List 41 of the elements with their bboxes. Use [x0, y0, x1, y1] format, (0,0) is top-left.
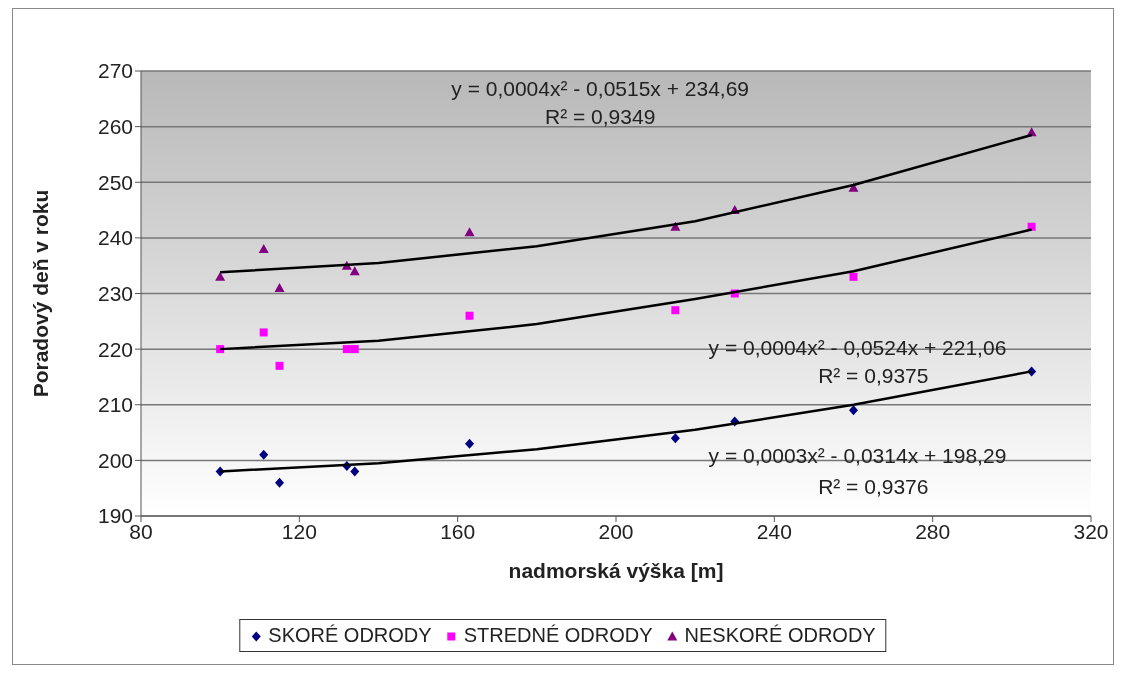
point: [849, 405, 858, 416]
x-tick-label: 120: [281, 519, 317, 543]
y-axis-title: Poradový deň v roku: [29, 189, 53, 398]
x-tick-label: 320: [1073, 519, 1109, 543]
annotation: R² = 0,9375: [818, 363, 929, 387]
y-tick-label: 220: [97, 337, 133, 361]
annotation: R² = 0,9349: [545, 104, 656, 128]
legend-label: SKORÉ ODRODY: [267, 624, 432, 647]
x-tick-label: 200: [598, 519, 634, 543]
point: [350, 345, 359, 354]
legend-label: STREDNÉ ODRODY: [462, 624, 653, 647]
point: [215, 271, 226, 281]
y-tick-label: 230: [97, 281, 133, 305]
x-tick-label: 160: [440, 519, 476, 543]
point: [275, 477, 285, 488]
point: [259, 449, 269, 460]
point: [464, 227, 475, 237]
point: [258, 244, 269, 253]
legend-label: NESKORÉ ODRODY: [683, 624, 876, 647]
point: [349, 266, 360, 276]
y-tick-label: 250: [97, 170, 133, 194]
y-tick-label: 210: [97, 393, 133, 417]
point: [350, 466, 360, 477]
annotation: R² = 0,9376: [818, 474, 929, 498]
x-tick-label: 240: [756, 519, 792, 543]
x-tick-label: 280: [915, 519, 951, 543]
y-tick-label: 260: [97, 115, 133, 139]
point: [342, 345, 351, 354]
y-tick-label: 270: [97, 59, 133, 83]
y-tick-label: 240: [97, 226, 133, 250]
y-tick-label: 200: [97, 448, 133, 472]
x-axis-title: nadmorská výška [m]: [508, 559, 724, 582]
annotation: y = 0,0004x² - 0,0515x + 234,69: [451, 77, 750, 101]
point: [465, 311, 474, 320]
point: [465, 438, 475, 449]
point: [275, 361, 284, 370]
point: [670, 433, 680, 444]
point: [274, 282, 285, 292]
point: [259, 328, 268, 337]
point: [849, 272, 858, 281]
point: [671, 306, 680, 315]
